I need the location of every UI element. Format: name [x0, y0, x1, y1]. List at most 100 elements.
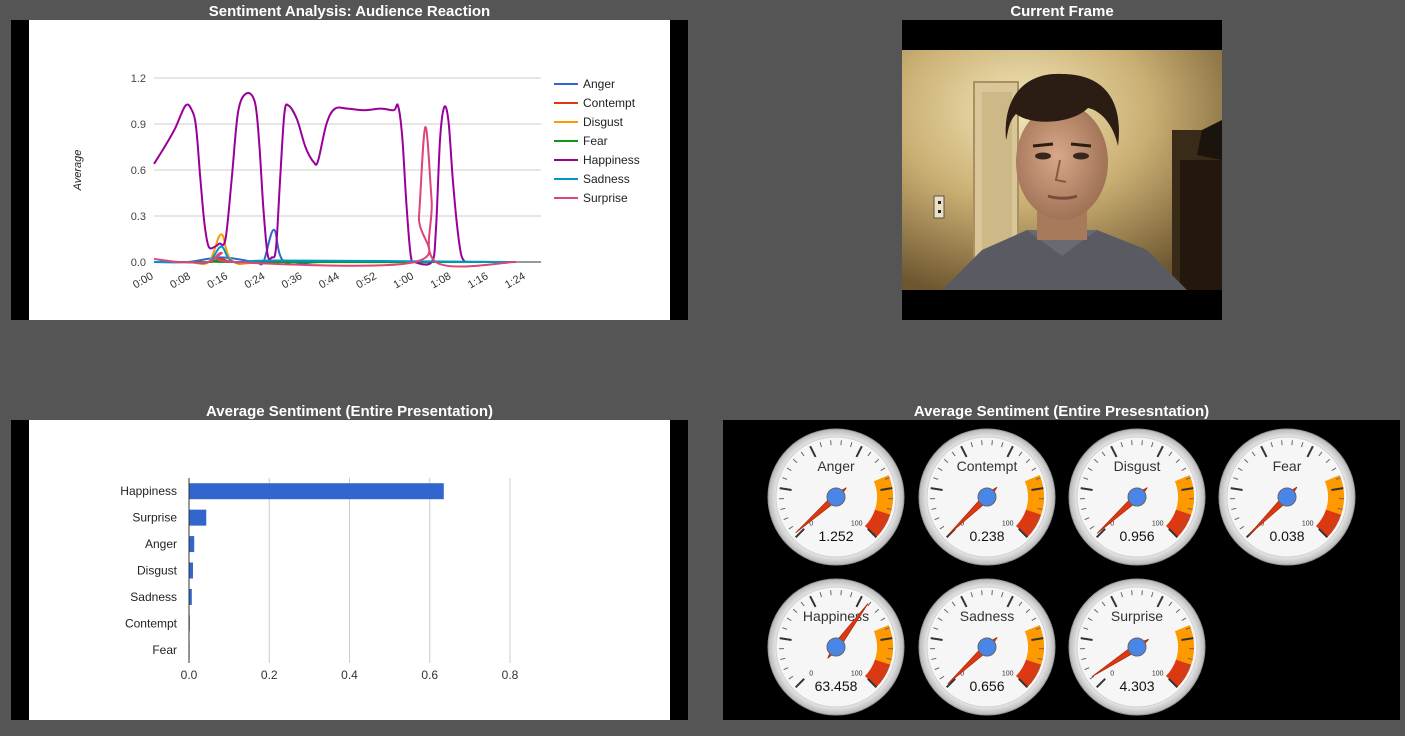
bar-disgust[interactable] [189, 562, 194, 579]
gauge-major-tick [1230, 487, 1243, 491]
gauge-minor-tick [1087, 617, 1093, 621]
bar-sadness[interactable] [189, 588, 192, 605]
gauge-minor-tick [1239, 525, 1245, 530]
gauge-value: 1.252 [818, 528, 853, 544]
gauge-minor-tick [1329, 525, 1335, 530]
gauge-warning-band [1324, 475, 1344, 515]
legend-entry[interactable]: Contempt [583, 96, 636, 110]
gauge-minor-tick [933, 477, 939, 480]
gauge-max-label: 100 [851, 521, 863, 528]
gauge-minor-tick [1187, 507, 1193, 510]
gauge-minor-tick [1337, 507, 1343, 510]
y-tick-label: 0.3 [131, 211, 146, 223]
gauge-major-tick [1306, 445, 1314, 458]
gauge-minor-tick [1185, 627, 1191, 630]
legend-entry[interactable]: Sadness [583, 172, 630, 186]
gauge-minor-tick [867, 601, 872, 607]
category-label: Contempt [125, 616, 178, 630]
gauge-hub [1127, 637, 1147, 657]
series-line-happiness [153, 91, 467, 266]
gauge-max-label: 100 [1302, 521, 1314, 528]
bar-anger[interactable] [189, 536, 195, 553]
gauge-major-tick [1110, 595, 1118, 608]
gauge-minor-tick [1331, 467, 1337, 471]
gauge-min-label: 0 [1260, 521, 1264, 528]
gauge-minor-tick [1270, 442, 1273, 448]
gauge-major-tick [930, 487, 943, 491]
bar-happiness[interactable] [189, 483, 444, 500]
x-tick-label: 0.4 [341, 668, 358, 682]
gauge-minor-tick [1151, 592, 1154, 598]
gauge-minor-tick [1034, 667, 1040, 671]
x-tick-label: 0.8 [502, 668, 519, 682]
gauge-minor-tick [1087, 467, 1093, 471]
gauge-min-label: 0 [809, 671, 813, 678]
gauge-minor-tick [850, 592, 853, 598]
legend-entry[interactable]: Surprise [583, 191, 628, 205]
legend-entry[interactable]: Happiness [583, 153, 640, 167]
gauge-minor-tick [878, 525, 884, 530]
gauge-min-label: 0 [960, 671, 964, 678]
x-tick-label: 0:16 [205, 270, 230, 291]
gauge-minor-tick [1084, 517, 1090, 521]
gauge-minor-tick [874, 608, 880, 613]
gauge-minor-tick [1081, 507, 1087, 510]
category-label: Sadness [130, 590, 177, 604]
legend-entry[interactable]: Fear [583, 134, 608, 148]
gauge-value: 4.303 [1119, 678, 1154, 694]
gauge-minor-tick [970, 592, 973, 598]
gauge-minor-tick [1335, 477, 1341, 480]
bar-chart-title: Average Sentiment (Entire Presentation) [205, 403, 493, 420]
gauge-major-tick [960, 595, 968, 608]
gauge-minor-tick [884, 477, 890, 480]
gauge-max-label: 100 [851, 671, 863, 678]
gauge-major-tick [1260, 445, 1268, 458]
gauge-major-tick [960, 445, 968, 458]
gauge-major-tick [930, 637, 943, 641]
category-label: Happiness [120, 484, 177, 498]
bar-surprise[interactable] [189, 509, 207, 526]
gauge-value: 0.956 [1119, 528, 1154, 544]
gauge-minor-tick [1184, 667, 1190, 671]
gauge-major-tick [1031, 487, 1044, 491]
gauge-minor-tick [883, 667, 889, 671]
gauge-major-tick [867, 528, 878, 539]
gauge-hub [977, 637, 997, 657]
sentiment-line-chart: 0.0 0.3 0.6 0.9 1.2 Average 0:00 0:08 0:16 0:24 0:… [72, 73, 640, 291]
current-frame-title: Current Frame [1010, 3, 1114, 20]
gauge-major-tick [794, 678, 805, 689]
gauge-major-tick [1006, 595, 1014, 608]
bar-chart-panel: 0.0 0.2 0.4 0.6 0.8 Happiness Surprise Anger Dis… [11, 420, 688, 720]
gauge-major-tick [880, 637, 893, 641]
gauge-label: Fear [1273, 458, 1302, 474]
gauge-warning-band [873, 625, 893, 665]
y-axis-label: Average [72, 150, 84, 192]
legend-entry[interactable]: Anger [583, 77, 615, 91]
gauge-minor-tick [880, 467, 886, 471]
gauge-minor-tick [1101, 451, 1106, 457]
gauge-minor-tick [867, 451, 872, 457]
gauge-minor-tick [933, 627, 939, 630]
gauge-major-tick [1168, 678, 1179, 689]
gauge-panel: Anger 0 100 1.252 Contempt 0 100 0.238 Disgust 0 1… [723, 420, 1400, 720]
gauge-major-tick [855, 445, 863, 458]
gauge-minor-tick [1120, 442, 1123, 448]
gauge-minor-tick [782, 477, 788, 480]
gauge-minor-tick [788, 525, 794, 530]
gauge-minor-tick [1034, 517, 1040, 521]
gauge-value: 0.238 [969, 528, 1004, 544]
current-frame-panel [902, 20, 1222, 320]
x-tick-label: 1:16 [466, 270, 491, 291]
gauge-minor-tick [1029, 525, 1035, 530]
gauge-minor-tick [1168, 601, 1173, 607]
y-tick-label: 1.2 [131, 73, 146, 85]
gauge-major-tick [809, 595, 817, 608]
gauge-label: Happiness [803, 608, 869, 624]
gauge-warning-band [1024, 475, 1044, 515]
gauge-danger-band [1015, 509, 1042, 538]
x-tick-label: 0:44 [317, 270, 342, 291]
x-tick-label: 0.2 [261, 668, 278, 682]
gauge-max-label: 100 [1002, 671, 1014, 678]
legend-entry[interactable]: Disgust [583, 115, 624, 129]
y-tick-label: 0.0 [131, 257, 146, 269]
